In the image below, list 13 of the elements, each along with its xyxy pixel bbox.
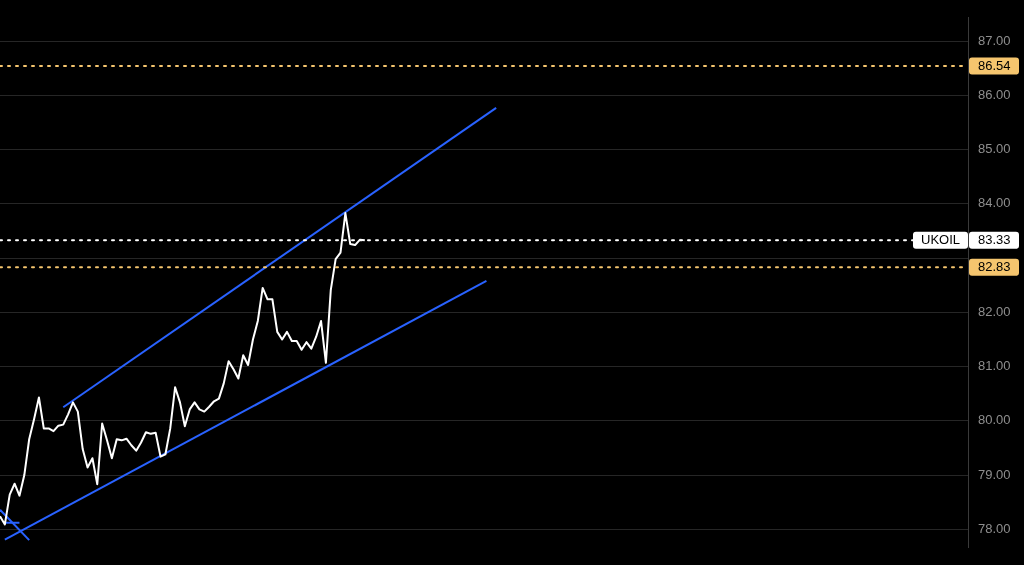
y-tick-label: 87.00 — [978, 32, 1011, 48]
y-tick-label: 80.00 — [978, 412, 1011, 428]
y-tick-label: 78.00 — [978, 520, 1011, 536]
y-tick-label: 84.00 — [978, 195, 1011, 211]
y-tick-label: 86.00 — [978, 86, 1011, 102]
y-tick-label: 79.00 — [978, 466, 1011, 482]
text: 83.33 — [978, 232, 1011, 248]
text: 86.54 — [978, 58, 1011, 74]
y-tick-label: 81.00 — [978, 358, 1011, 374]
ref-line-label: UKOIL — [920, 232, 960, 248]
y-tick-label: 85.00 — [978, 141, 1011, 157]
y-tick-label: 82.00 — [978, 303, 1011, 319]
text: 82.83 — [978, 259, 1011, 275]
